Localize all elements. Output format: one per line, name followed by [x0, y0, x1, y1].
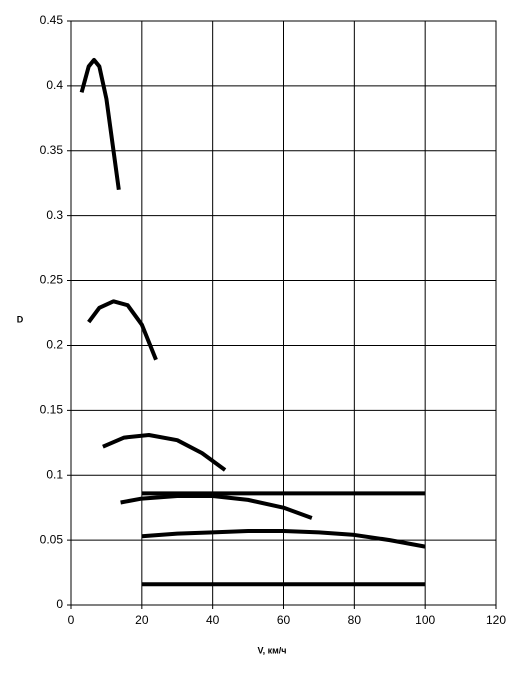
x-tick-label: 120 — [486, 613, 506, 627]
y-tick-label: 0.15 — [40, 403, 64, 417]
x-tick-label: 20 — [135, 613, 149, 627]
curve — [79, 57, 121, 190]
curve — [102, 432, 227, 472]
x-tick-label: 40 — [206, 613, 220, 627]
y-tick-label: 0.05 — [40, 532, 64, 546]
y-tick-label: 0.25 — [40, 273, 64, 287]
x-tick-label: 100 — [415, 613, 435, 627]
y-axis-label: D — [17, 314, 24, 324]
y-tick-label: 0 — [56, 597, 63, 611]
y-tick-label: 0.4 — [46, 78, 63, 92]
curve — [120, 493, 313, 520]
y-tick-label: 0.35 — [40, 143, 64, 157]
x-axis-label: V, км/ч — [257, 645, 286, 655]
y-tick-label: 0.1 — [46, 467, 63, 481]
curve — [87, 299, 158, 361]
y-tick-label: 0.45 — [40, 13, 64, 27]
y-tick-label: 0.2 — [46, 338, 63, 352]
x-tick-label: 80 — [348, 613, 362, 627]
x-tick-label: 60 — [277, 613, 291, 627]
y-tick-label: 0.3 — [46, 208, 63, 222]
curve — [141, 529, 426, 549]
x-tick-label: 0 — [68, 613, 75, 627]
